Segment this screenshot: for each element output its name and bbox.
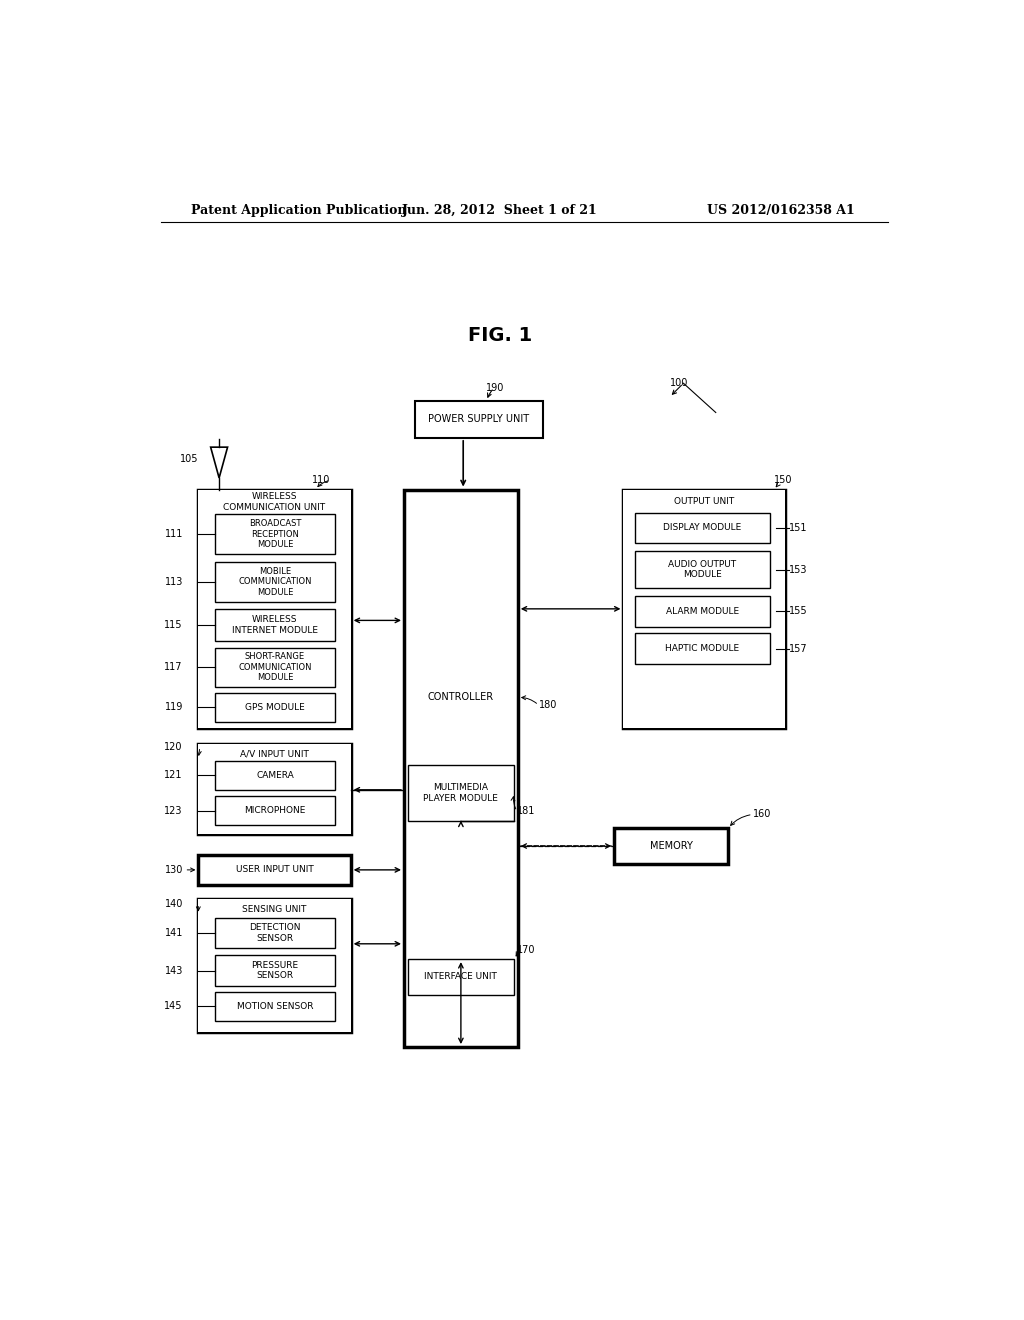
Text: 123: 123 — [165, 805, 183, 816]
Bar — [215, 693, 335, 722]
Text: MEMORY: MEMORY — [649, 841, 692, 851]
Text: Jun. 28, 2012  Sheet 1 of 21: Jun. 28, 2012 Sheet 1 of 21 — [402, 205, 598, 218]
Text: FIG. 1: FIG. 1 — [468, 326, 532, 345]
Text: 143: 143 — [165, 966, 183, 975]
Text: 141: 141 — [165, 928, 183, 939]
Text: 153: 153 — [788, 565, 807, 574]
Text: BROADCAST
RECEPTION
MODULE: BROADCAST RECEPTION MODULE — [249, 519, 301, 549]
Text: DISPLAY MODULE: DISPLAY MODULE — [664, 524, 741, 532]
Bar — [215, 917, 335, 948]
Bar — [199, 490, 351, 729]
Bar — [416, 401, 543, 438]
Text: 145: 145 — [165, 1001, 183, 1011]
Bar — [199, 490, 351, 729]
Text: 190: 190 — [486, 383, 505, 393]
Text: 105: 105 — [180, 454, 199, 463]
Text: USER INPUT UNIT: USER INPUT UNIT — [236, 866, 313, 874]
Text: 120: 120 — [165, 742, 183, 751]
Text: WIRELESS
INTERNET MODULE: WIRELESS INTERNET MODULE — [231, 615, 317, 635]
Text: POWER SUPPLY UNIT: POWER SUPPLY UNIT — [428, 414, 529, 425]
Bar — [199, 743, 351, 834]
Bar — [635, 552, 770, 589]
Bar — [614, 829, 728, 863]
Text: 160: 160 — [753, 809, 771, 820]
Text: CAMERA: CAMERA — [256, 771, 294, 780]
Text: 111: 111 — [165, 529, 183, 539]
Bar — [199, 899, 351, 1032]
Text: CONTROLLER: CONTROLLER — [428, 693, 494, 702]
Text: OUTPUT UNIT: OUTPUT UNIT — [674, 498, 734, 507]
Text: MOBILE
COMMUNICATION
MODULE: MOBILE COMMUNICATION MODULE — [239, 568, 311, 597]
Bar — [624, 490, 785, 729]
Text: DETECTION
SENSOR: DETECTION SENSOR — [249, 923, 301, 942]
Text: 151: 151 — [788, 523, 807, 533]
Bar — [635, 634, 770, 664]
Text: 117: 117 — [165, 663, 183, 672]
Text: 119: 119 — [165, 702, 183, 713]
Text: INTERFACE UNIT: INTERFACE UNIT — [425, 973, 498, 981]
Text: WIRELESS
COMMUNICATION UNIT: WIRELESS COMMUNICATION UNIT — [223, 492, 326, 512]
Text: 115: 115 — [165, 620, 183, 630]
Bar — [215, 956, 335, 986]
Text: 140: 140 — [165, 899, 183, 908]
Text: MICROPHONE: MICROPHONE — [245, 807, 305, 814]
Text: 180: 180 — [539, 700, 557, 710]
Bar — [635, 512, 770, 544]
Bar — [215, 562, 335, 602]
Text: MOTION SENSOR: MOTION SENSOR — [237, 1002, 313, 1011]
Text: AUDIO OUTPUT
MODULE: AUDIO OUTPUT MODULE — [669, 560, 736, 579]
Text: 150: 150 — [773, 475, 792, 486]
Bar — [199, 899, 351, 1032]
Bar — [215, 760, 335, 789]
Text: A/V INPUT UNIT: A/V INPUT UNIT — [240, 750, 309, 758]
Text: ALARM MODULE: ALARM MODULE — [666, 607, 739, 615]
Text: 121: 121 — [165, 770, 183, 780]
Text: 170: 170 — [517, 945, 536, 954]
Text: 181: 181 — [517, 807, 536, 816]
Text: GPS MODULE: GPS MODULE — [245, 704, 305, 711]
Bar — [403, 490, 518, 1047]
Text: 100: 100 — [670, 379, 688, 388]
Text: 157: 157 — [788, 644, 808, 653]
Text: 110: 110 — [312, 475, 331, 486]
Bar — [635, 595, 770, 627]
Bar — [215, 796, 335, 825]
Bar — [215, 609, 335, 642]
Text: 113: 113 — [165, 577, 183, 587]
Text: Patent Application Publication: Patent Application Publication — [190, 205, 407, 218]
Bar — [199, 855, 351, 884]
Text: HAPTIC MODULE: HAPTIC MODULE — [666, 644, 739, 653]
Text: SENSING UNIT: SENSING UNIT — [243, 904, 307, 913]
Text: PRESSURE
SENSOR: PRESSURE SENSOR — [251, 961, 299, 981]
Text: MULTIMEDIA
PLAYER MODULE: MULTIMEDIA PLAYER MODULE — [424, 783, 499, 803]
Text: SHORT-RANGE
COMMUNICATION
MODULE: SHORT-RANGE COMMUNICATION MODULE — [239, 652, 311, 682]
Bar — [408, 766, 514, 821]
Text: 155: 155 — [788, 606, 808, 616]
Text: 130: 130 — [165, 865, 183, 875]
Bar — [624, 490, 785, 729]
Bar — [215, 648, 335, 686]
Bar — [199, 743, 351, 834]
Text: US 2012/0162358 A1: US 2012/0162358 A1 — [707, 205, 854, 218]
Bar — [215, 515, 335, 554]
Bar — [215, 991, 335, 1020]
Bar — [408, 960, 514, 995]
